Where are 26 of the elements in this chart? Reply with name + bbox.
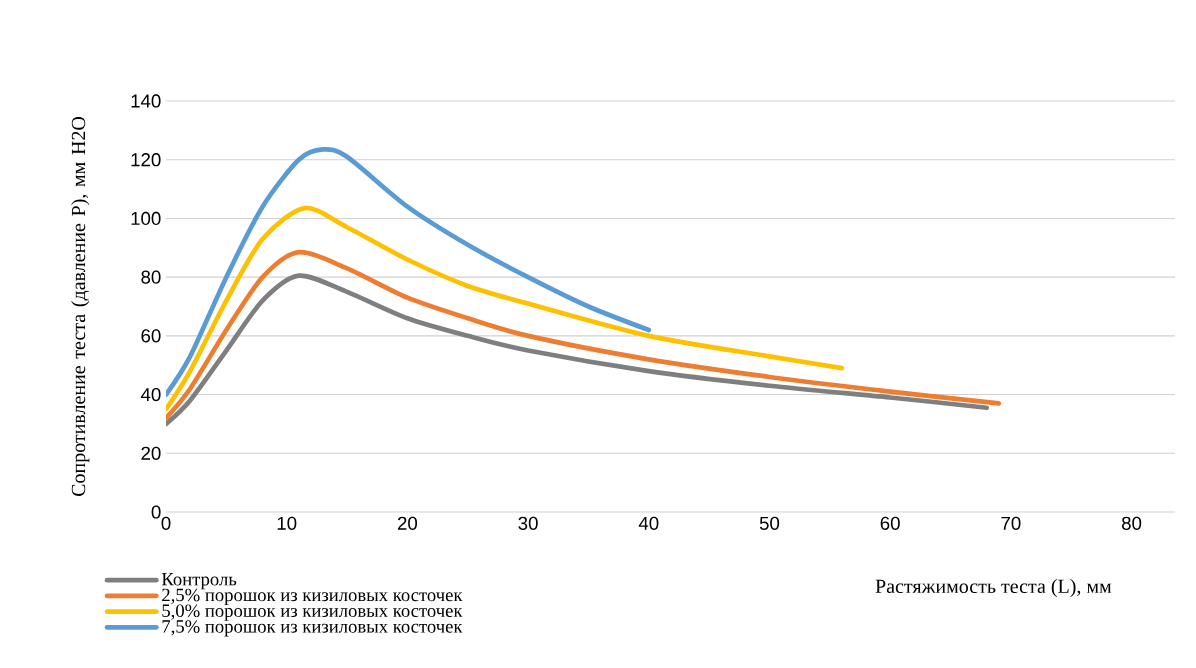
x-tick-label: 10 [277,516,297,530]
y-tick-label: 80 [141,270,161,284]
line-series [166,205,845,412]
y-tick-label: 100 [131,211,161,226]
line-series [166,273,990,427]
y-tick-label: 0 [151,505,161,519]
x-tick-label: 30 [518,516,538,530]
y-tick-label: 60 [141,329,161,343]
x-tick-label: 20 [397,516,418,530]
y-tick-label: 120 [131,153,161,167]
legend-label: 5,0% порошок из кизиловых косточек [162,604,463,621]
y-tick-label: 20 [141,446,161,460]
legend-label: 7,5% порошок из кизиловых косточек [162,620,463,637]
x-tick-label: 0 [161,516,171,530]
y-tick-label: 40 [140,387,161,402]
x-tick-label: 70 [1001,516,1021,530]
line-series [166,147,652,397]
legend-label: Контроль [161,573,237,590]
x-tick-label: 50 [759,516,780,530]
x-tick-label: 60 [880,516,900,530]
y-axis-title: Сопротивление теста (давление P), мм H2O [71,116,90,497]
x-tick-label: 40 [638,516,659,530]
y-tick-label: 140 [131,94,161,108]
x-axis-title: Растяжимость теста (L), мм [875,578,1112,598]
x-tick-label: 80 [1121,516,1142,530]
line-series [166,249,1002,421]
